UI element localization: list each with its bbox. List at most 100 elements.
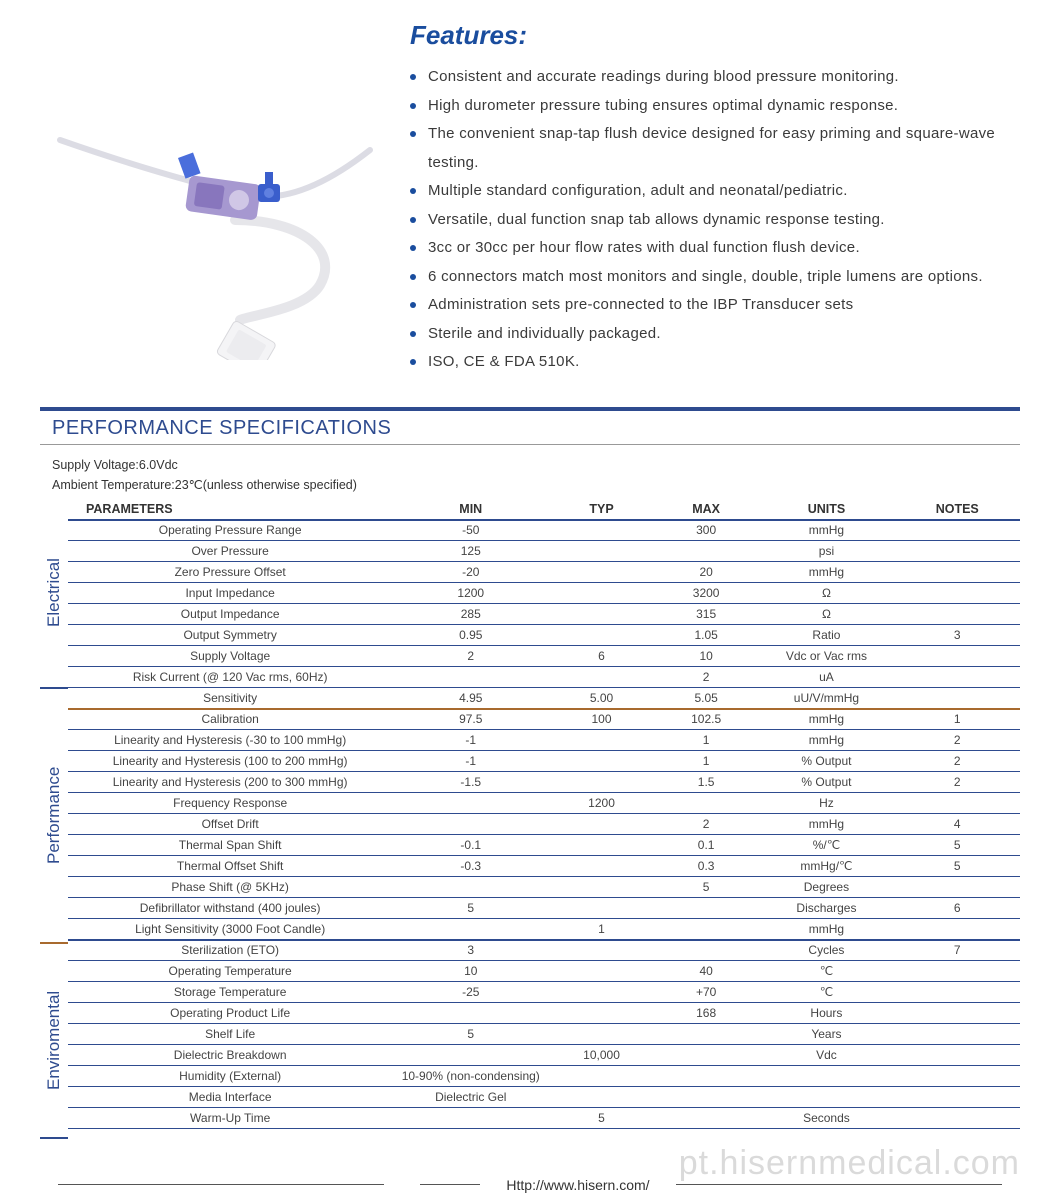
spec-row: Sensitivity4.955.005.05uU/V/mmHg (68, 688, 1020, 709)
spec-cell-notes (894, 541, 1020, 562)
feature-item: 6 connectors match most monitors and sin… (410, 263, 1020, 292)
spec-cell-units: Hours (758, 1003, 894, 1024)
side-label-electrical: Electrical (40, 499, 68, 689)
spec-cell-min (392, 667, 549, 688)
spec-cell-notes (894, 667, 1020, 688)
spec-cell-notes (894, 520, 1020, 541)
spec-cell-typ (549, 583, 654, 604)
spec-cell-units: Discharges (758, 898, 894, 919)
spec-cell-units: Vdc or Vac rms (758, 646, 894, 667)
spec-cell-units (758, 1066, 894, 1087)
spec-cell-param: Storage Temperature (68, 982, 392, 1003)
spec-row: Risk Current (@ 120 Vac rms, 60Hz)2uA (68, 667, 1020, 688)
spec-row: Humidity (External)10-90% (non-condensin… (68, 1066, 1020, 1087)
spec-cell-min: 5 (392, 1024, 549, 1045)
spec-cell-min (392, 793, 549, 814)
spec-cell-notes: 2 (894, 730, 1020, 751)
spec-cell-max (654, 1066, 759, 1087)
spec-cell-param: Defibrillator withstand (400 joules) (68, 898, 392, 919)
spec-cell-units: Cycles (758, 940, 894, 961)
spec-title: PERFORMANCE SPECIFICATIONS (40, 417, 1020, 445)
spec-cell-max: 300 (654, 520, 759, 541)
spec-cell-typ (549, 1087, 654, 1108)
spec-cell-typ (549, 751, 654, 772)
spec-cell-max: 0.3 (654, 856, 759, 877)
spec-cell-notes (894, 688, 1020, 709)
feature-item: 3cc or 30cc per hour flow rates with dua… (410, 234, 1020, 263)
spec-cell-max (654, 1108, 759, 1129)
spec-row: Phase Shift (@ 5KHz)5Degrees (68, 877, 1020, 898)
spec-condition-line: Ambient Temperature:23℃(unless otherwise… (52, 475, 1020, 495)
spec-cell-typ (549, 667, 654, 688)
spec-cell-max (654, 919, 759, 940)
spec-cell-min (392, 877, 549, 898)
spec-cell-notes (894, 1087, 1020, 1108)
spec-cell-min: Dielectric Gel (392, 1087, 549, 1108)
footer-line-right (676, 1184, 1002, 1185)
spec-cell-param: Frequency Response (68, 793, 392, 814)
spec-row: Operating Pressure Range-50300mmHg (68, 520, 1020, 541)
spec-cell-min: 5 (392, 898, 549, 919)
spec-cell-param: Linearity and Hysteresis (-30 to 100 mmH… (68, 730, 392, 751)
spec-cell-units: mmHg/℃ (758, 856, 894, 877)
spec-cell-notes (894, 562, 1020, 583)
spec-cell-typ: 100 (549, 709, 654, 730)
spec-row: Over Pressure125psi (68, 541, 1020, 562)
footer-rule: Http://www.hisern.com/ (40, 1177, 1020, 1193)
spec-cell-param: Operating Product Life (68, 1003, 392, 1024)
spec-cell-notes (894, 1066, 1020, 1087)
spec-cell-min: 3 (392, 940, 549, 961)
spec-cell-param: Input Impedance (68, 583, 392, 604)
spec-cell-min: 4.95 (392, 688, 549, 709)
spec-row: Output Symmetry0.951.05Ratio3 (68, 625, 1020, 646)
spec-cell-notes (894, 1108, 1020, 1129)
spec-cell-typ (549, 1024, 654, 1045)
feature-item: High durometer pressure tubing ensures o… (410, 92, 1020, 121)
footer-line-left (58, 1184, 384, 1185)
spec-cell-typ (549, 982, 654, 1003)
spec-cell-param: Operating Temperature (68, 961, 392, 982)
spec-cell-notes (894, 604, 1020, 625)
spec-cell-min: 10 (392, 961, 549, 982)
features-title: Features: (410, 20, 1020, 51)
spec-cell-units: Ω (758, 583, 894, 604)
spec-cell-param: Humidity (External) (68, 1066, 392, 1087)
feature-item: The convenient snap-tap flush device des… (410, 120, 1020, 177)
spec-cell-min: -20 (392, 562, 549, 583)
spec-cell-min (392, 1045, 549, 1066)
spec-cell-typ: 10,000 (549, 1045, 654, 1066)
spec-cell-param: Output Symmetry (68, 625, 392, 646)
spec-cell-max (654, 793, 759, 814)
spec-cell-notes: 3 (894, 625, 1020, 646)
spec-cell-notes (894, 982, 1020, 1003)
spec-cell-max (654, 940, 759, 961)
spec-cell-typ (549, 730, 654, 751)
spec-cell-min (392, 1108, 549, 1129)
spec-cell-min: -0.1 (392, 835, 549, 856)
spec-cell-units: Hz (758, 793, 894, 814)
spec-cell-notes: 1 (894, 709, 1020, 730)
spec-cell-param: Risk Current (@ 120 Vac rms, 60Hz) (68, 667, 392, 688)
spec-cell-min: 97.5 (392, 709, 549, 730)
spec-cell-units: Ω (758, 604, 894, 625)
spec-cell-typ (549, 1066, 654, 1087)
spec-cell-notes (894, 646, 1020, 667)
spec-row: Zero Pressure Offset-2020mmHg (68, 562, 1020, 583)
spec-cell-param: Supply Voltage (68, 646, 392, 667)
spec-cell-typ (549, 835, 654, 856)
spec-cell-units: %/℃ (758, 835, 894, 856)
spec-cell-param: Media Interface (68, 1087, 392, 1108)
spec-cell-max (654, 541, 759, 562)
spec-cell-param: Sterilization (ETO) (68, 940, 392, 961)
spec-cell-max (654, 898, 759, 919)
spec-row: Light Sensitivity (3000 Foot Candle)1mmH… (68, 919, 1020, 940)
spec-row: Storage Temperature-25+70℃ (68, 982, 1020, 1003)
spec-cell-typ (549, 772, 654, 793)
spec-cell-typ (549, 520, 654, 541)
spec-cell-notes: 7 (894, 940, 1020, 961)
spec-cell-max (654, 1045, 759, 1066)
spec-row: Shelf Life5Years (68, 1024, 1020, 1045)
spec-row: Operating Product Life168Hours (68, 1003, 1020, 1024)
top-section: Features: Consistent and accurate readin… (0, 0, 1060, 407)
spec-row: Output Impedance285315Ω (68, 604, 1020, 625)
